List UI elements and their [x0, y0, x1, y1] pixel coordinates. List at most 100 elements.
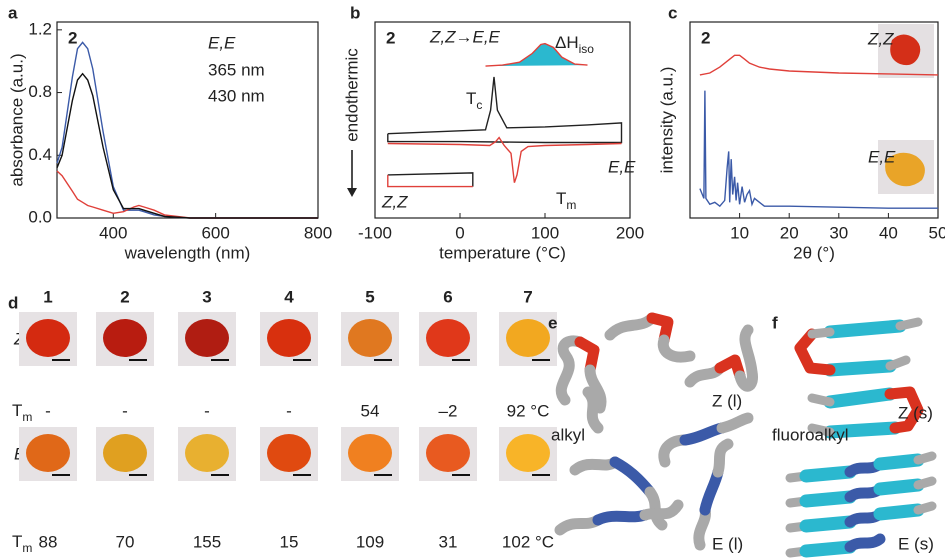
alkyl-chain	[657, 334, 696, 363]
delta-h-label-main: ΔH	[555, 33, 579, 52]
series-label: E,E	[208, 33, 236, 52]
sample	[506, 434, 550, 472]
panel-label: e	[548, 313, 557, 332]
azo-core-z	[574, 336, 600, 376]
alkyl-end	[785, 471, 811, 558]
sample	[185, 434, 229, 472]
series-label: Z,Z	[381, 192, 408, 211]
panel-label: f	[772, 313, 778, 332]
endothermic-arrowhead	[347, 188, 357, 197]
x-axis-label: temperature (°C)	[439, 243, 566, 262]
tm-value: 15	[280, 532, 299, 551]
column-header: 7	[523, 287, 532, 306]
tm-row-label-main: T	[12, 401, 22, 420]
azo-core-e	[609, 456, 656, 498]
series-line	[699, 54, 939, 76]
tm-value: 109	[356, 532, 384, 551]
y-axis-label: endothermic	[342, 48, 361, 142]
azo-core-e	[592, 509, 651, 526]
series-line	[56, 41, 318, 219]
alkyl-chain	[639, 499, 684, 521]
column-header: 5	[365, 287, 374, 306]
panel-label: d	[8, 293, 18, 312]
alkyl-chain	[569, 456, 621, 476]
series-line	[387, 76, 623, 187]
x-tick-label: 600	[201, 223, 229, 242]
delta-h-area	[485, 43, 588, 67]
sample	[426, 319, 470, 357]
diagram-label: alkyl	[551, 425, 585, 444]
compound-label: 2	[386, 28, 395, 47]
x-tick-label: 100	[531, 223, 559, 242]
x-tick-label: -100	[358, 223, 392, 242]
alkyl-chain	[554, 514, 604, 536]
tm-value: -	[45, 401, 51, 420]
plot-frame	[56, 21, 319, 219]
tm-label: Tm	[556, 189, 576, 212]
compound-label: 2	[701, 28, 710, 47]
fluoro-rod	[823, 421, 902, 439]
x-tick-label: 200	[616, 223, 644, 242]
tm-value: 102 °C	[502, 532, 554, 551]
tc-label-main: T	[466, 89, 476, 108]
alkyl-chain	[604, 312, 658, 341]
series-label: Z,Z	[867, 29, 894, 48]
azo-core-z	[646, 312, 674, 346]
series-label: E,E	[608, 157, 636, 176]
alkyl-chain	[712, 438, 734, 478]
series-label: 365 nm	[208, 60, 265, 79]
tm-row-label: Tm	[12, 401, 32, 424]
x-tick-label: 40	[879, 223, 898, 242]
series-line	[699, 90, 938, 209]
x-tick-label: 10	[730, 223, 749, 242]
azo-core-z	[794, 328, 836, 376]
compound-label: 2	[68, 28, 77, 47]
plot-frame	[374, 21, 631, 219]
azo-core-e	[844, 458, 886, 553]
panel-label: c	[668, 3, 677, 22]
x-tick-label: 800	[304, 223, 332, 242]
column-header: 2	[120, 287, 129, 306]
fluoro-rod	[823, 387, 897, 409]
sample	[426, 434, 470, 472]
x-axis-label: 2θ (°)	[793, 243, 835, 262]
tm-value: -	[286, 401, 292, 420]
sample	[103, 434, 147, 472]
azo-core-e	[679, 422, 728, 446]
tm-value: 54	[361, 401, 380, 420]
y-tick-label: 0.8	[28, 82, 52, 101]
tm-label-sub: m	[566, 198, 576, 212]
tm-row-label-sub: m	[22, 541, 32, 555]
diagram-f-molecules	[785, 317, 937, 558]
tm-value: 70	[116, 532, 135, 551]
series-line	[56, 72, 318, 219]
delta-h-label: ΔHiso	[555, 33, 594, 56]
panel-label: b	[350, 3, 360, 22]
column-header: 4	[284, 287, 294, 306]
y-tick-label: 1.2	[28, 19, 52, 38]
photo-zz-sample	[890, 34, 921, 66]
alkyl-chain	[555, 335, 586, 406]
x-tick-label: 400	[99, 223, 127, 242]
series-line	[387, 136, 622, 188]
tm-value: -	[204, 401, 210, 420]
photo-ee-sample	[885, 152, 925, 187]
tm-value: 155	[193, 532, 221, 551]
azo-core-z	[884, 386, 924, 434]
x-tick-label: 0	[455, 223, 464, 242]
alkyl-chain	[716, 412, 754, 434]
diagram-label: fluoroalkyl	[772, 425, 849, 444]
delta-h-label-sub: iso	[579, 42, 595, 56]
series-line	[56, 170, 318, 219]
tm-row-label-main: T	[12, 532, 22, 551]
alkyl-end	[807, 317, 923, 371]
sample	[26, 319, 70, 357]
sample	[348, 319, 392, 357]
panel-label: a	[8, 3, 18, 22]
diagram-label: E (l)	[712, 534, 743, 553]
azo-core-e	[699, 466, 724, 516]
diagram-label: Z (s)	[898, 403, 933, 422]
y-axis-label: absorbance (a.u.)	[7, 53, 26, 186]
tm-value: 31	[439, 532, 458, 551]
